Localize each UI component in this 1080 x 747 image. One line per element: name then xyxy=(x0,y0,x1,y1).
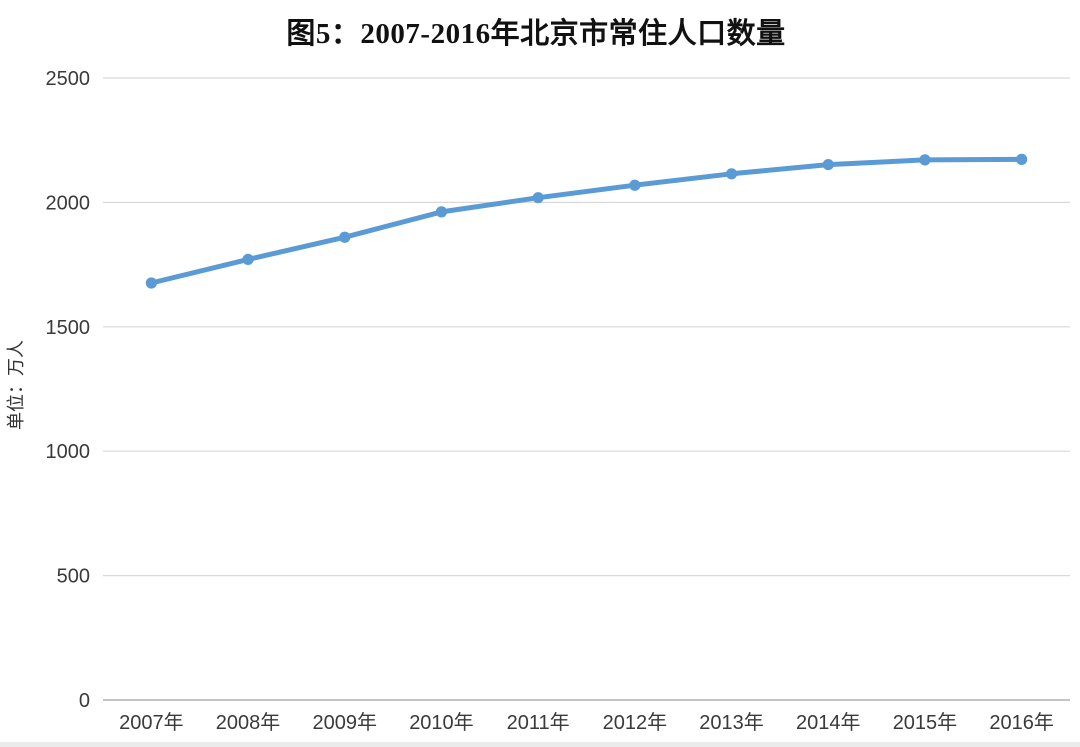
data-point-marker xyxy=(242,253,254,265)
bottom-edge-band xyxy=(0,742,1080,747)
y-tick-label: 0 xyxy=(79,690,90,712)
x-tick-label: 2007年 xyxy=(119,711,184,734)
chart-title: 图5：2007-2016年北京市常住人口数量 xyxy=(286,18,786,50)
y-tick-label: 1000 xyxy=(46,441,91,463)
y-tick-label: 2500 xyxy=(46,68,91,90)
x-tick-label: 2009年 xyxy=(313,711,378,734)
data-point-marker xyxy=(339,231,351,243)
x-tick-label: 2008年 xyxy=(216,711,281,734)
data-point-marker xyxy=(822,158,834,171)
data-point-marker xyxy=(919,154,931,166)
y-axis-title: 单位：万人 xyxy=(6,340,26,430)
x-tick-label: 2010年 xyxy=(409,711,474,734)
y-tick-label: 2000 xyxy=(46,192,91,214)
data-point-marker xyxy=(725,168,738,180)
data-point-marker xyxy=(532,192,544,204)
data-point-marker xyxy=(145,277,157,289)
x-tick-label: 2012年 xyxy=(603,711,668,734)
x-tick-label: 2011年 xyxy=(507,711,570,734)
data-point-marker xyxy=(1016,153,1028,165)
x-tick-label: 2015年 xyxy=(893,711,958,734)
x-tick-label: 2014年 xyxy=(796,711,861,734)
x-tick-label: 2016年 xyxy=(989,711,1054,734)
y-tick-label: 1500 xyxy=(46,317,91,339)
data-point-marker xyxy=(629,179,641,191)
y-tick-label: 500 xyxy=(57,566,90,588)
data-line xyxy=(148,156,1025,286)
data-point-marker xyxy=(435,206,448,218)
x-tick-label: 2013年 xyxy=(699,711,764,734)
